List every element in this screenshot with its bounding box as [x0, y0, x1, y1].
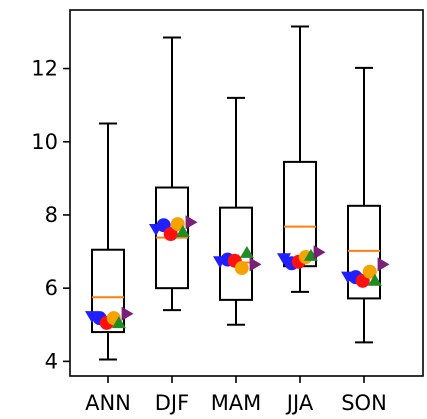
triangle-right-marker [185, 215, 198, 230]
triangle-up-marker [239, 245, 254, 258]
triangle-up-marker [175, 225, 190, 238]
box-iqr [347, 204, 381, 300]
y-tick-label: 8 [45, 203, 58, 227]
triangle-right-marker [249, 257, 262, 272]
plot-frame [69, 9, 424, 377]
box-iqr [219, 206, 253, 301]
markers-son [341, 257, 390, 288]
circle-marker [234, 261, 249, 276]
triangle-right-marker [377, 257, 390, 272]
triangle-right-marker [313, 245, 326, 260]
box-djf [155, 36, 189, 312]
triangle-up-marker [367, 273, 382, 286]
box-ann [91, 122, 125, 361]
y-tick-label: 12 [31, 57, 58, 81]
x-tick-label: ANN [85, 391, 131, 415]
plot-area [85, 25, 390, 361]
y-tick-label: 6 [45, 276, 58, 300]
x-tick-label: DJF [155, 391, 189, 415]
markers-ann [85, 306, 134, 330]
x-tick-label: MAM [211, 391, 262, 415]
axes: 4 6 8 10 12 ANN DJF MAM JJA SON [31, 9, 424, 415]
y-tick-label: 10 [31, 130, 58, 154]
triangle-down-marker [277, 253, 291, 266]
box-mam [219, 96, 253, 326]
triangle-right-marker [121, 306, 134, 321]
circle-marker [170, 217, 185, 232]
markers-jja [277, 245, 326, 271]
markers-djf [149, 215, 198, 241]
y-tick-label: 4 [45, 349, 58, 373]
triangle-up-marker [111, 316, 126, 329]
box-son [347, 66, 381, 344]
circle-marker [163, 226, 178, 241]
circle-marker [362, 264, 377, 279]
markers-mam [213, 245, 262, 276]
box-iqr [91, 248, 125, 334]
x-tick-label: JJA [285, 391, 314, 415]
x-tick-label: SON [341, 391, 387, 415]
